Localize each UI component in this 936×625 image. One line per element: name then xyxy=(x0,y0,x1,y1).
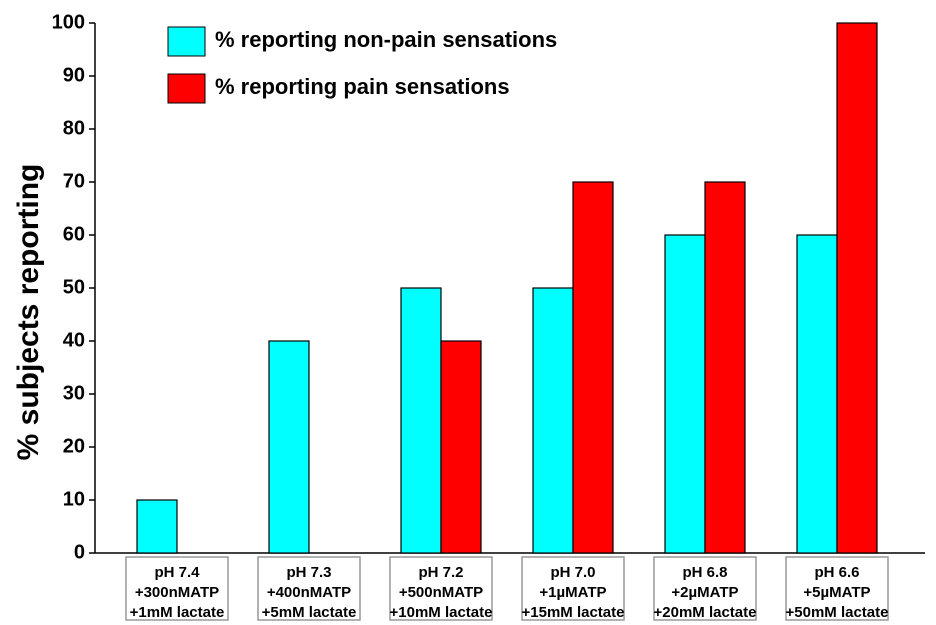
x-tick-label: +10mM lactate xyxy=(390,604,493,621)
x-tick-label: +50mM lactate xyxy=(786,604,889,621)
x-tick-label: +20mM lactate xyxy=(654,604,757,621)
y-tick-label: 20 xyxy=(63,435,85,457)
category-box xyxy=(785,556,889,621)
category-box xyxy=(389,556,493,621)
bar xyxy=(664,234,706,554)
legend-swatch xyxy=(167,73,206,104)
y-tick-label: 60 xyxy=(63,223,85,245)
x-tick-label: pH 6.6 xyxy=(814,564,859,581)
category-box xyxy=(125,556,229,621)
x-tick-label: +1mM lactate xyxy=(130,604,225,621)
x-tick-label: +5mM lactate xyxy=(262,604,357,621)
legend-label: % reporting pain sensations xyxy=(215,74,510,99)
y-tick-label: 100 xyxy=(52,11,85,33)
y-tick-label: 40 xyxy=(63,329,85,351)
bar xyxy=(268,340,310,554)
bar xyxy=(532,287,574,554)
x-tick-label: pH 6.8 xyxy=(682,564,727,581)
x-tick-label: pH 7.3 xyxy=(286,564,331,581)
y-tick-label: 70 xyxy=(63,170,85,192)
x-tick-label: pH 7.4 xyxy=(154,564,200,581)
category-box xyxy=(653,556,757,621)
bar xyxy=(704,181,746,554)
bar xyxy=(440,340,482,554)
x-tick-label: +15mM lactate xyxy=(522,604,625,621)
bar xyxy=(136,499,178,554)
x-tick-label: pH 7.2 xyxy=(418,564,463,581)
y-tick-label: 30 xyxy=(63,382,85,404)
bar xyxy=(400,287,442,554)
x-tick-label: pH 7.0 xyxy=(550,564,595,581)
bar xyxy=(572,181,614,554)
x-tick-label: +2µMATP xyxy=(671,584,738,601)
x-tick-label: +400nMATP xyxy=(267,584,351,601)
y-tick-label: 90 xyxy=(63,64,85,86)
y-tick-label: 50 xyxy=(63,276,85,298)
legend-swatch xyxy=(167,26,206,57)
y-axis-label: % subjects reporting xyxy=(12,164,45,461)
bar xyxy=(796,234,838,554)
x-tick-label: +300nMATP xyxy=(135,584,219,601)
y-tick-label: 0 xyxy=(74,541,85,563)
y-tick-label: 80 xyxy=(63,117,85,139)
x-tick-label: +500nMATP xyxy=(399,584,483,601)
y-tick-label: 10 xyxy=(63,488,85,510)
legend-label: % reporting non-pain sensations xyxy=(215,27,557,52)
category-box xyxy=(257,556,361,621)
x-tick-label: +1µMATP xyxy=(539,584,606,601)
bar xyxy=(836,22,878,554)
category-box xyxy=(521,556,625,621)
x-tick-label: +5µMATP xyxy=(803,584,870,601)
